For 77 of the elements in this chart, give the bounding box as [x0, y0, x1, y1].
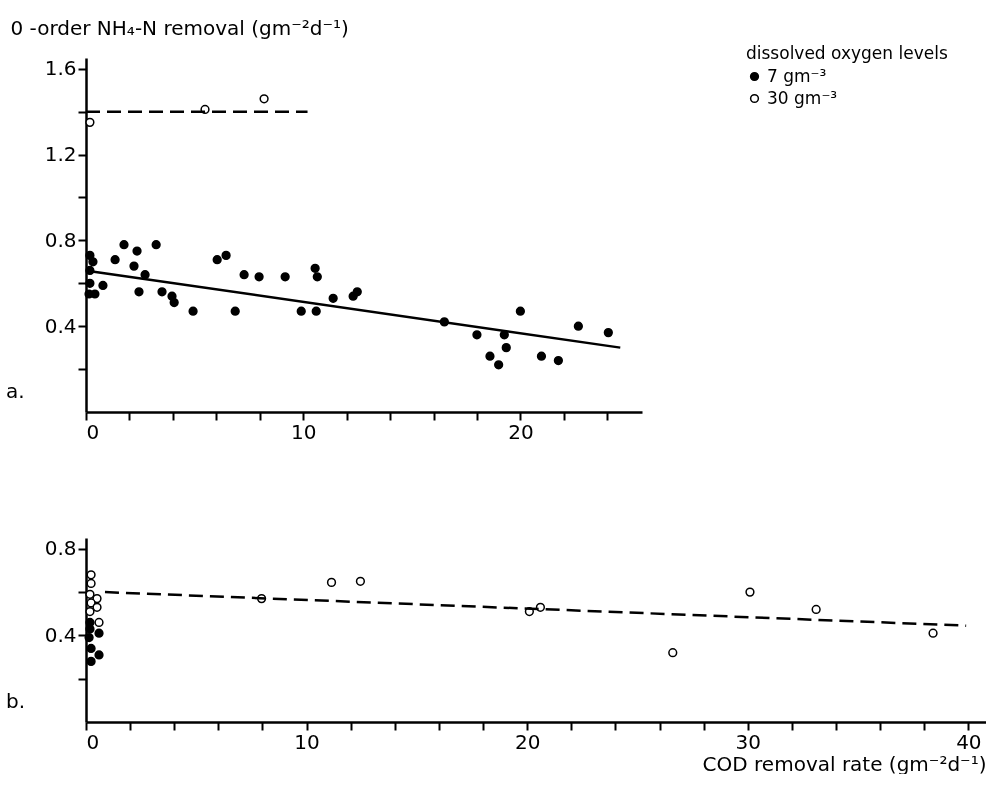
point	[494, 360, 504, 370]
point	[212, 255, 222, 265]
point	[85, 606, 95, 617]
point	[86, 570, 96, 580]
point	[85, 117, 95, 127]
point	[86, 643, 96, 654]
point	[280, 272, 290, 282]
x-tick-label: 10	[294, 729, 320, 754]
point	[84, 632, 94, 643]
point	[355, 576, 366, 586]
point	[515, 306, 525, 316]
point	[311, 306, 321, 316]
x-tick-label: 40	[956, 729, 982, 754]
point	[328, 293, 338, 303]
legend-label: 7 gm⁻³	[767, 65, 827, 86]
point	[326, 577, 337, 587]
point	[94, 650, 104, 660]
text: b.	[6, 689, 26, 713]
point	[239, 270, 249, 280]
point	[745, 587, 755, 597]
point	[472, 330, 482, 340]
y-tick-label: 0.8	[44, 536, 77, 561]
point	[157, 287, 167, 297]
x-tick-label: 20	[508, 419, 534, 444]
point	[501, 343, 511, 353]
point	[94, 628, 104, 638]
point	[134, 287, 144, 297]
y-tick-label: 0.4	[44, 313, 77, 338]
point	[188, 306, 198, 316]
point	[312, 272, 322, 282]
x-tick-label: 10	[290, 419, 317, 444]
point	[310, 263, 320, 273]
x-tick-label: 30	[735, 729, 761, 754]
point	[169, 297, 179, 308]
legend-label: 30 gm⁻³	[767, 87, 838, 108]
point	[85, 589, 95, 599]
point	[254, 272, 264, 282]
x-tick-label: 0	[86, 729, 100, 754]
point	[352, 287, 362, 297]
point	[94, 617, 104, 628]
y-tick-label: 0.8	[44, 227, 77, 252]
point	[230, 306, 240, 316]
text: a.	[6, 379, 25, 403]
point	[811, 604, 821, 615]
point	[110, 255, 120, 265]
point	[88, 257, 98, 267]
point	[129, 261, 139, 271]
point	[86, 656, 96, 666]
point	[553, 355, 564, 366]
y-axis-title: 0 -order NH₄-N removal (gm⁻²d⁻¹)	[10, 15, 349, 40]
point	[151, 240, 161, 250]
y-tick-label: 1.6	[44, 56, 77, 81]
point	[85, 278, 95, 288]
point	[603, 328, 613, 338]
point	[140, 270, 150, 280]
point	[296, 306, 306, 316]
point	[85, 265, 95, 276]
point	[119, 240, 129, 250]
point	[928, 628, 938, 638]
point	[85, 624, 95, 634]
point	[536, 351, 547, 361]
y-tick-label: 1.2	[44, 142, 77, 167]
point	[98, 280, 108, 291]
x-tick-label: 20	[514, 729, 541, 754]
point	[485, 351, 495, 361]
point	[259, 94, 269, 104]
x-tick-label: 0	[86, 419, 100, 444]
point	[221, 250, 231, 260]
point	[132, 246, 142, 256]
legend-title: dissolved oxygen levels	[746, 43, 948, 63]
point	[668, 648, 678, 658]
point	[86, 578, 96, 589]
point	[90, 289, 100, 299]
point	[573, 321, 583, 331]
x-axis-title: COD removal rate (gm⁻²d⁻¹)	[702, 751, 987, 776]
point	[92, 602, 102, 612]
y-tick-label: 0.4	[44, 622, 77, 647]
